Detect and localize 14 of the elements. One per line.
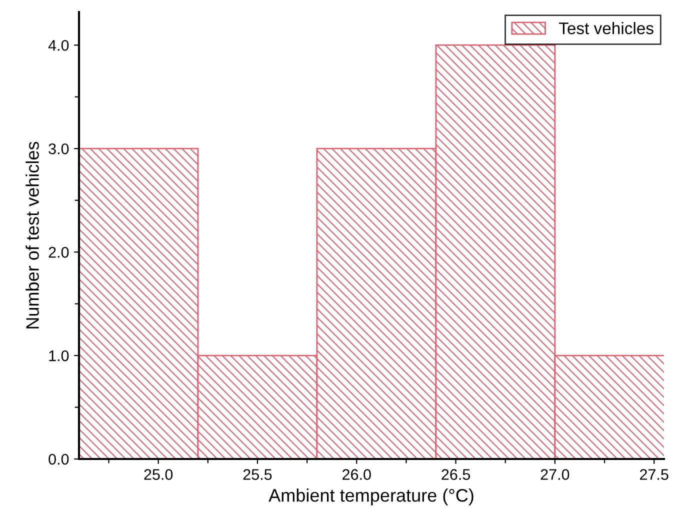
y-tick-label: 1.0	[49, 350, 69, 362]
y-tick-label: 4.0	[48, 40, 69, 51]
x-tick-label: 26.5	[442, 469, 470, 480]
x-tick-label: 27.0	[540, 469, 570, 480]
y-tick-label: 3.0	[48, 143, 69, 154]
x-axis-title: Ambient temperature (°C)	[268, 488, 474, 506]
y-tick-label: 0.0	[48, 454, 69, 465]
legend-label: Test vehicles	[558, 22, 654, 34]
y-axis-title: Number of test vehicles	[26, 142, 39, 328]
x-tick-label: 25.5	[243, 469, 272, 480]
x-tick-label: 25.0	[144, 469, 173, 480]
x-tick-label: 27.5	[640, 469, 668, 480]
y-tick-label: 2.0	[48, 246, 69, 258]
x-tick-label: 26.0	[342, 469, 371, 480]
